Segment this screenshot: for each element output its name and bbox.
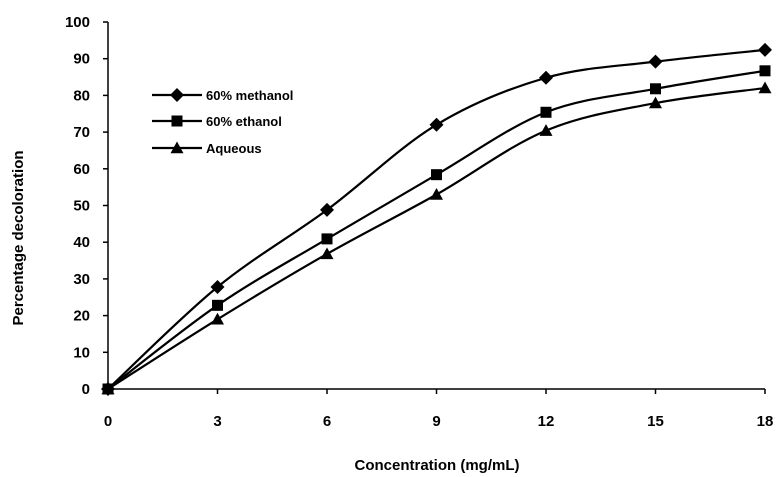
x-tick-label: 15 bbox=[647, 413, 664, 430]
legend-item: 60% ethanol bbox=[152, 114, 282, 129]
data-point bbox=[758, 81, 772, 94]
x-tick-label: 0 bbox=[104, 413, 112, 430]
legend-label: 60% methanol bbox=[206, 88, 293, 103]
legend-item: 60% methanol bbox=[152, 88, 293, 103]
y-tick-label: 70 bbox=[73, 124, 90, 141]
data-point bbox=[320, 247, 334, 260]
series-1 bbox=[102, 65, 771, 395]
data-point bbox=[539, 70, 553, 85]
data-point bbox=[429, 117, 444, 132]
legend-marker bbox=[170, 88, 184, 102]
y-tick-labels: 0 10 20 30 40 50 60 70 80 90 100 bbox=[65, 14, 108, 398]
data-point bbox=[431, 169, 442, 181]
y-tick-label: 80 bbox=[73, 87, 90, 104]
series-layer bbox=[101, 42, 772, 396]
x-tick-label: 3 bbox=[213, 413, 221, 430]
y-tick-label: 0 bbox=[82, 381, 90, 398]
data-point bbox=[212, 299, 223, 311]
data-point bbox=[648, 54, 663, 69]
data-point bbox=[759, 65, 771, 77]
data-point bbox=[758, 42, 772, 57]
x-tick-labels: 0 3 6 9 12 15 18 bbox=[104, 389, 774, 430]
x-tick-label: 9 bbox=[432, 413, 440, 430]
legend-label: Aqueous bbox=[206, 141, 262, 156]
y-tick-label: 40 bbox=[73, 234, 90, 251]
legend-label: 60% ethanol bbox=[206, 114, 282, 129]
y-tick-label: 100 bbox=[65, 14, 90, 31]
legend-marker bbox=[170, 141, 184, 154]
data-point bbox=[211, 312, 224, 325]
y-tick-label: 10 bbox=[73, 344, 90, 361]
data-point bbox=[650, 83, 661, 95]
legend-marker bbox=[171, 115, 183, 127]
data-point bbox=[321, 233, 333, 245]
legend-item: Aqueous bbox=[152, 141, 262, 156]
x-axis-title: Concentration (mg/mL) bbox=[355, 457, 520, 474]
data-point bbox=[101, 382, 115, 395]
data-point bbox=[540, 106, 552, 118]
x-tick-label: 6 bbox=[323, 413, 331, 430]
y-tick-label: 50 bbox=[73, 198, 90, 215]
y-tick-label: 30 bbox=[73, 271, 90, 288]
data-point bbox=[210, 279, 225, 294]
data-point bbox=[430, 187, 443, 200]
x-tick-label: 18 bbox=[757, 413, 774, 430]
data-point bbox=[539, 124, 553, 136]
y-tick-label: 90 bbox=[73, 51, 90, 68]
legend: 60% methanol 60% ethanol Aqueous bbox=[152, 88, 293, 156]
series-2 bbox=[101, 81, 772, 395]
x-tick-label: 12 bbox=[538, 413, 555, 430]
data-point bbox=[649, 96, 662, 109]
y-tick-label: 20 bbox=[73, 308, 90, 325]
y-tick-label: 60 bbox=[73, 161, 90, 178]
series-line bbox=[107, 86, 766, 390]
y-axis-title: Percentage decoloration bbox=[10, 150, 27, 325]
data-point bbox=[320, 202, 334, 217]
